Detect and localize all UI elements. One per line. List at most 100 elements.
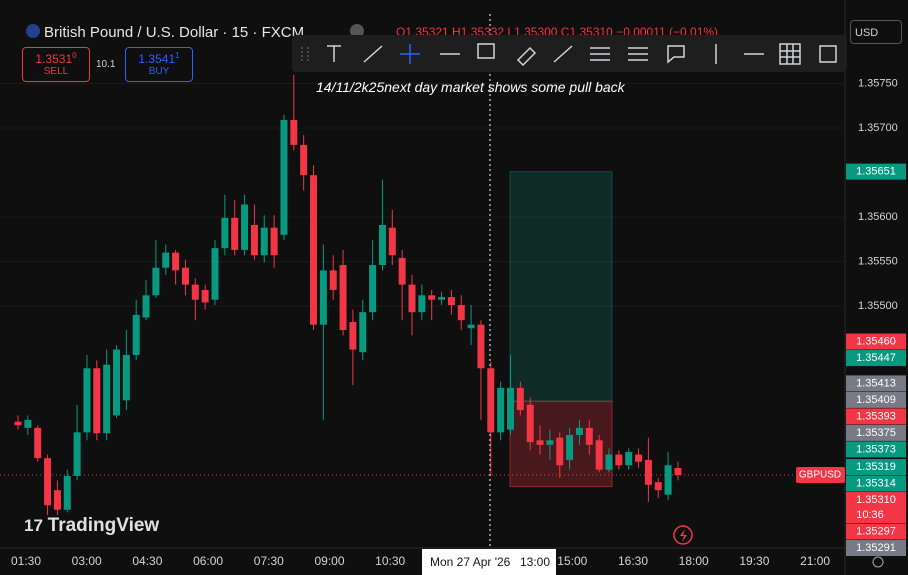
price-tag (846, 424, 906, 441)
sell-price-sup: 0 (72, 51, 77, 60)
x-tick-label: 19:30 (739, 554, 769, 568)
buy-price: 1.3541 (138, 52, 176, 66)
candle-body (201, 289, 209, 303)
price-tag-label: 1.35319 (856, 461, 896, 473)
toolbar-bg (292, 35, 847, 72)
sell-price-line: 1.35310 (23, 51, 89, 66)
symbol-title[interactable]: British Pound / U.S. Dollar · 15 · FXCM (44, 24, 305, 41)
candle-body (53, 490, 61, 510)
price-tag-label: 1.35409 (856, 394, 896, 406)
currency-select[interactable]: USD (850, 20, 902, 44)
eraser-tool[interactable] (516, 46, 537, 67)
candle-body (644, 459, 652, 485)
candle-body (349, 321, 357, 350)
candle-body (516, 387, 524, 411)
x-tick-label: 03:00 (72, 554, 102, 568)
price-tag (846, 441, 906, 458)
candle-body (162, 252, 170, 268)
candle-body (566, 435, 574, 460)
candle-body (339, 265, 347, 330)
text-tool[interactable] (327, 45, 341, 62)
candle-body (467, 324, 475, 329)
buy-button[interactable]: 1.35411 BUY (125, 47, 193, 82)
price-tag-label: 1.35291 (856, 542, 896, 554)
currency: USD (855, 27, 879, 39)
trendline-tool[interactable] (363, 45, 383, 63)
x-tick-label: 15:00 (557, 554, 587, 568)
candle-body (172, 252, 180, 271)
price-tag (846, 475, 906, 492)
candle-body (664, 465, 672, 495)
price-tag (846, 375, 906, 392)
price-tag (846, 163, 906, 180)
candle-body (103, 364, 111, 434)
candle-body (654, 482, 662, 491)
profit-zone (509, 171, 613, 402)
alert-icon (673, 525, 693, 545)
crosshair-time-box (422, 549, 556, 575)
fib-tool[interactable] (590, 47, 610, 61)
crosshair-tool[interactable] (400, 44, 420, 64)
status-dot (350, 24, 364, 38)
candle-body (300, 144, 308, 176)
x-tick-label: 07:30 (254, 554, 284, 568)
candle-body (241, 204, 249, 250)
candle-body (181, 267, 189, 285)
candle-body (191, 284, 199, 300)
candle-body (310, 175, 317, 325)
x-tick-label: 09:00 (314, 554, 344, 568)
y-tick-label: 1.35700 (858, 122, 898, 134)
logo-text: TradingView (47, 515, 160, 536)
price-tag (846, 459, 906, 476)
candle-body (93, 368, 101, 434)
x-tick-label: 18:00 (679, 554, 709, 568)
candle-body (546, 440, 554, 445)
candle-body (142, 295, 150, 318)
frame-tool[interactable] (819, 45, 837, 63)
countdown: 10:36 (856, 509, 884, 521)
candle-body (418, 295, 426, 313)
price-tag (846, 350, 906, 367)
y-tick-label: 1.35500 (858, 300, 898, 312)
y-tick-label: 1.35750 (858, 77, 898, 89)
candle-body (83, 368, 91, 433)
candle-body (152, 267, 160, 296)
candle-body (674, 467, 682, 476)
grid-tool[interactable] (779, 43, 801, 65)
candle-body (526, 404, 534, 443)
candle-body (447, 297, 455, 306)
candle-body (428, 295, 436, 300)
crosshair-date: Mon 27 Apr '26 (430, 555, 511, 569)
price-tag (846, 333, 906, 350)
price-tag-label: 1.35413 (856, 377, 896, 389)
symbol-tag-label: GBPUSD (799, 470, 841, 481)
candle-body (290, 120, 298, 145)
y-tick-label: 1.35550 (858, 255, 898, 267)
candle-body (24, 419, 32, 428)
candle-body (211, 248, 219, 300)
flag (26, 24, 40, 38)
candle-body (260, 227, 268, 256)
annotation: 14/11/2k25next day market shows some pul… (316, 79, 625, 95)
crosshair-time: 13:00 (520, 555, 550, 569)
candle-body (398, 257, 406, 285)
ray-tool[interactable] (553, 45, 573, 63)
candle-body (231, 217, 239, 250)
price-tag-label: 1.35393 (856, 410, 896, 422)
candle-body (497, 387, 505, 433)
candle-body (270, 227, 278, 256)
candle-body (477, 324, 485, 369)
buy-label: BUY (148, 66, 170, 77)
callout-tool[interactable] (667, 45, 685, 64)
drawing-toolbar (292, 35, 847, 72)
x-tick-label: 16:30 (618, 554, 648, 568)
settings-icon[interactable] (872, 556, 884, 568)
channel-tool[interactable] (628, 47, 648, 61)
sell-button[interactable]: 1.35310 SELL (22, 47, 90, 82)
logo: 17 TradingView (24, 515, 159, 537)
candle-body (44, 458, 52, 506)
price-tag-label: 1.35314 (856, 477, 896, 489)
buy-price-sup: 1 (175, 51, 180, 60)
textbox-tool[interactable] (477, 43, 495, 59)
